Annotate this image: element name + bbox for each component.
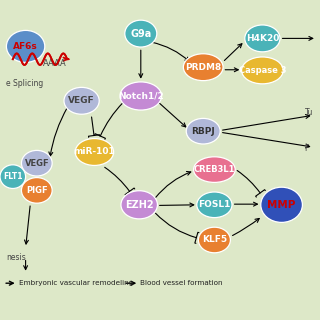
Ellipse shape <box>75 139 114 165</box>
Text: FOSL1: FOSL1 <box>198 200 231 209</box>
Text: H4K20: H4K20 <box>246 34 279 43</box>
Ellipse shape <box>183 54 223 81</box>
Text: KLF5: KLF5 <box>202 236 227 244</box>
Ellipse shape <box>64 87 99 114</box>
Text: AAAA: AAAA <box>43 60 67 68</box>
Ellipse shape <box>242 57 283 84</box>
Text: e Splicing: e Splicing <box>6 79 43 88</box>
Text: nesis: nesis <box>6 253 26 262</box>
Ellipse shape <box>261 187 302 222</box>
Text: VEGF: VEGF <box>25 159 49 168</box>
Text: Caspase 3: Caspase 3 <box>239 66 286 75</box>
Text: Blood vessel formation: Blood vessel formation <box>140 280 223 286</box>
Ellipse shape <box>245 25 280 52</box>
Text: EZH2: EZH2 <box>125 200 154 210</box>
Ellipse shape <box>198 227 230 253</box>
Text: FLT1: FLT1 <box>3 172 22 181</box>
Text: PRDM8: PRDM8 <box>185 63 221 72</box>
Text: VEGF: VEGF <box>68 96 95 105</box>
Text: Tu: Tu <box>305 108 313 117</box>
Text: MMP: MMP <box>268 200 296 210</box>
Text: miR-101: miR-101 <box>74 148 115 156</box>
Text: Notch1/2: Notch1/2 <box>118 92 164 100</box>
Ellipse shape <box>197 192 232 218</box>
Ellipse shape <box>21 178 52 203</box>
Ellipse shape <box>120 82 162 110</box>
Text: F: F <box>305 144 309 153</box>
Ellipse shape <box>186 118 220 144</box>
Text: PlGF: PlGF <box>26 186 48 195</box>
Text: G9a: G9a <box>130 28 151 39</box>
Ellipse shape <box>125 20 157 47</box>
Ellipse shape <box>6 30 45 62</box>
Text: AF6s: AF6s <box>13 42 38 51</box>
Ellipse shape <box>194 157 235 182</box>
Text: CREB3L1: CREB3L1 <box>194 165 235 174</box>
Text: RBPJ: RBPJ <box>191 127 215 136</box>
Ellipse shape <box>21 150 52 176</box>
Ellipse shape <box>121 191 157 219</box>
Text: Embryonic vascular remodeling: Embryonic vascular remodeling <box>19 280 133 286</box>
Ellipse shape <box>0 165 26 188</box>
